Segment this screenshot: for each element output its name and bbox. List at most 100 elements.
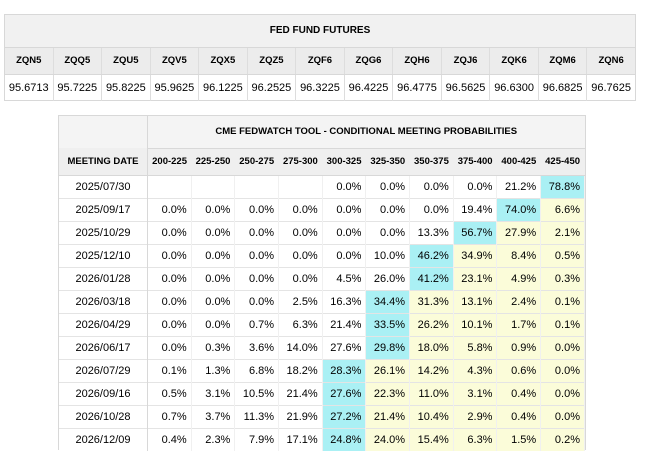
probability-cell: 23.1% (453, 266, 498, 290)
meeting-date: 2026/10/28 (59, 404, 148, 428)
probability-cell: 11.0% (409, 381, 454, 405)
probability-cell: 0.0% (147, 266, 192, 290)
probability-cell: 22.3% (365, 381, 411, 405)
probability-cell: 13.1% (453, 289, 498, 313)
probability-cell: 26.2% (409, 312, 454, 336)
probability-cell: 6.8% (234, 358, 280, 382)
probability-cell: 0.0% (365, 197, 411, 221)
probability-cell: 41.2% (409, 266, 454, 290)
probability-cell: 0.0% (191, 289, 236, 313)
probability-cell: 16.3% (322, 289, 367, 313)
probability-cell: 0.0% (234, 197, 280, 221)
probability-cell: 0.4% (496, 404, 542, 428)
probability-cell: 29.8% (365, 335, 411, 359)
contract-price: 96.7625 (586, 75, 635, 101)
probability-cell: 27.9% (496, 220, 542, 244)
probability-cell: 1.3% (191, 358, 236, 382)
meeting-date: 2026/01/28 (59, 266, 148, 290)
table-row: 2026/12/09 0.4% 2.3% 7.9% 17.1% 24.8% 24.0% 15.… (59, 427, 585, 451)
contract-price: 95.9625 (149, 75, 199, 101)
contract-price: 95.7225 (52, 75, 102, 101)
meeting-date: 2025/12/10 (59, 243, 148, 267)
contract-price: 96.6300 (489, 75, 538, 101)
probability-cell: 0.0% (322, 174, 367, 198)
probability-cell: 46.2% (409, 243, 454, 267)
probability-cell: 19.4% (453, 197, 498, 221)
probability-cell: 3.7% (191, 404, 236, 428)
probability-cell: 3.1% (191, 381, 236, 405)
probability-cell: 0.5% (540, 243, 585, 267)
probability-cell: 3.6% (234, 335, 280, 359)
rate-range-header: 425-450 (540, 148, 585, 176)
contract-header: ZQV5 (149, 48, 199, 74)
meeting-date: 2025/07/30 (59, 174, 148, 198)
table-row: 2026/01/28 0.0% 0.0% 0.0% 0.0% 4.5% 26.0% 41.2%… (59, 266, 585, 290)
fed-fund-futures-table: FED FUND FUTURES ZQN5 ZQQ5 ZQU5 ZQV5 ZQX5 ZQZ… (4, 14, 636, 101)
probability-cell: 0.0% (234, 243, 280, 267)
probability-cell: 0.0% (191, 312, 236, 336)
probability-cell: 27.2% (322, 404, 367, 428)
probability-cell: 2.5% (278, 289, 323, 313)
probability-cell: 2.3% (191, 427, 236, 451)
meeting-date-header: MEETING DATE (59, 148, 148, 176)
probability-cell: 0.5% (147, 381, 192, 405)
probability-cell: 0.0% (453, 174, 498, 198)
probability-cell: 10.4% (409, 404, 454, 428)
probability-cell: 0.7% (147, 404, 192, 428)
probability-cell: 34.4% (365, 289, 411, 313)
contract-price: 96.1225 (198, 75, 247, 101)
probability-cell: 21.4% (322, 312, 367, 336)
probability-cell: 0.0% (147, 197, 192, 221)
probability-cell: 0.6% (496, 358, 542, 382)
probability-cell (278, 174, 323, 198)
rate-range-header: 300-325 (322, 148, 366, 176)
probability-cell: 0.0% (540, 335, 585, 359)
probability-cell (147, 174, 192, 198)
rate-range-header: 200-225 (147, 148, 192, 176)
probability-cell: 21.4% (278, 381, 323, 405)
probability-cell: 0.3% (191, 335, 236, 359)
rate-range-header: 400-425 (496, 148, 541, 176)
meeting-date: 2026/04/29 (59, 312, 148, 336)
probability-cell: 0.3% (540, 266, 585, 290)
meeting-date: 2025/09/17 (59, 197, 148, 221)
table-row: 2025/09/17 0.0% 0.0% 0.0% 0.0% 0.0% 0.0% 0.0% 19… (59, 197, 585, 221)
probability-cell: 27.6% (322, 381, 367, 405)
probability-cell: 0.0% (540, 404, 585, 428)
probability-cell: 0.0% (191, 243, 236, 267)
contract-price: 96.4775 (392, 75, 441, 101)
probability-cell: 0.0% (147, 220, 192, 244)
contract-header: ZQK6 (489, 48, 538, 74)
probability-cell: 0.0% (409, 174, 454, 198)
futures-header-row: ZQN5 ZQQ5 ZQU5 ZQV5 ZQX5 ZQZ5 ZQF6 ZQG6 ZQH6 ZQJ6… (5, 48, 635, 75)
probability-cell (234, 174, 280, 198)
probability-cell: 0.0% (147, 312, 192, 336)
probability-cell: 27.6% (322, 335, 367, 359)
probability-cell: 26.1% (365, 358, 411, 382)
contract-header: ZQZ5 (246, 48, 296, 74)
probability-cell: 0.0% (147, 335, 192, 359)
table-row: 2026/04/29 0.0% 0.0% 0.7% 6.3% 21.4% 33.5% 26.2… (59, 312, 585, 336)
rate-range-header: 275-300 (278, 148, 323, 176)
probability-cell: 0.0% (322, 220, 367, 244)
probability-cell: 0.0% (191, 197, 236, 221)
rate-range-header: 225-250 (191, 148, 235, 176)
probability-cell: 1.5% (496, 427, 542, 451)
rate-range-header: 350-375 (409, 148, 454, 176)
probability-cell: 4.9% (496, 266, 542, 290)
probability-cell: 56.7% (453, 220, 498, 244)
probability-cell: 2.9% (453, 404, 498, 428)
probability-cell: 4.5% (322, 266, 367, 290)
probability-cell: 0.2% (540, 427, 585, 451)
probability-cell: 2.4% (496, 289, 542, 313)
table-row: 2026/06/17 0.0% 0.3% 3.6% 14.0% 27.6% 29.8% 18.… (59, 335, 585, 359)
contract-header: ZQN6 (586, 48, 635, 74)
probability-cell: 0.0% (191, 266, 236, 290)
contract-price: 96.6825 (537, 75, 587, 101)
probability-cell: 0.0% (234, 289, 280, 313)
probability-cell: 34.9% (453, 243, 498, 267)
probability-cell: 74.0% (496, 197, 542, 221)
probability-cell: 4.3% (453, 358, 498, 382)
probability-cell: 0.0% (365, 220, 411, 244)
rate-range-header: 375-400 (453, 148, 497, 176)
